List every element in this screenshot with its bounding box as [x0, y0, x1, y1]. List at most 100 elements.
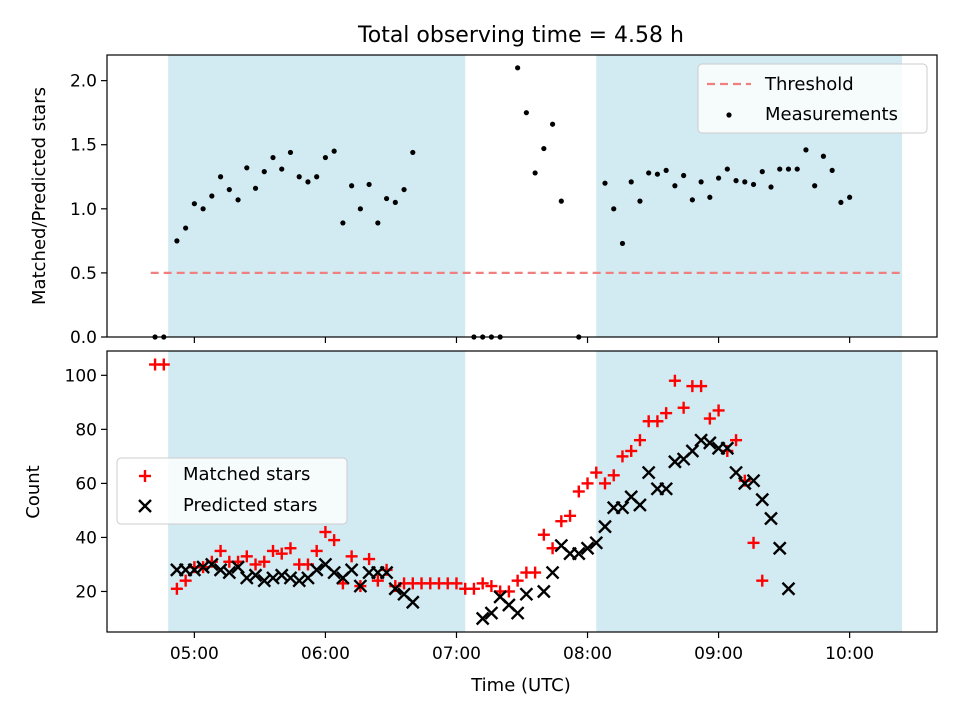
top-x-ticks [193, 337, 851, 343]
bottom-axes-frame [106, 350, 938, 633]
measurement-point [742, 179, 748, 185]
matched-stars-point [328, 534, 341, 547]
matched-stars-point [677, 401, 690, 414]
predicted-stars-point [659, 481, 674, 496]
measurement-point [331, 148, 337, 154]
measurements-series [152, 65, 853, 340]
measurement-point [777, 166, 783, 172]
predicted-stars-point [379, 565, 394, 580]
measurement-point [733, 178, 739, 184]
matched-stars-point [756, 574, 769, 587]
bottom-legend-box [116, 457, 348, 525]
predicted-stars-point [633, 498, 647, 512]
predicted-stars-point [510, 606, 525, 620]
y-tick-label: 100 [65, 366, 97, 386]
predicted-stars-point [309, 563, 324, 577]
matched-stars-point [581, 477, 594, 490]
measurement-point [183, 225, 189, 231]
predicted-stars-point [475, 611, 490, 626]
measurement-point [235, 197, 241, 203]
matched-stars-point [529, 566, 542, 579]
predicted-stars-series [170, 433, 796, 626]
measurement-point [541, 145, 547, 152]
predicted-stars-point [292, 573, 307, 588]
measurement-point [217, 174, 224, 180]
measurement-point [698, 179, 704, 185]
matched-stars-point [599, 477, 611, 490]
measurement-point [174, 238, 180, 244]
matched-stars-point [590, 466, 603, 479]
matched-stars-point [633, 434, 646, 447]
y-tick-label: 80 [75, 420, 97, 440]
matched-stars-point [485, 580, 498, 593]
predicted-legend-symbol [138, 499, 152, 513]
matched-stars-point [668, 374, 681, 387]
measurement-point [200, 206, 206, 212]
predicted-stars-point [641, 465, 656, 480]
matched-stars-point [284, 542, 297, 555]
matched-stars-point [267, 544, 279, 557]
measurement-point [759, 169, 765, 175]
measurement-point [340, 220, 346, 226]
matched-stars-point [275, 547, 288, 560]
count-panel: 20 40 60 80 100 05:00 06:00 07:00 08:00 09:00 10:… [23, 350, 938, 696]
matched-stars-point [555, 515, 568, 528]
top-axes-frame [106, 54, 938, 338]
ratio-panel: 0.00.51.01.52.0 Matched/Predicted stars … [29, 54, 938, 348]
predicted-stars-point [327, 565, 342, 580]
matched-stars-point [240, 550, 253, 563]
matched-stars-point [249, 558, 262, 571]
predicted-stars-point [571, 546, 586, 561]
y-tick-label: 40 [75, 528, 97, 548]
measurements-legend-symbol [726, 112, 732, 118]
predicted-stars-point [755, 492, 770, 507]
x-tick-label: 09:00 [694, 644, 743, 664]
measurement-point [820, 153, 827, 159]
predicted-stars-point [274, 568, 289, 583]
measurement-point [812, 183, 818, 189]
matched-stars-point [660, 407, 673, 420]
measurement-point [349, 183, 355, 189]
matched-stars-point [537, 528, 550, 541]
measurement-point [375, 220, 381, 226]
matched-stars-point [179, 574, 192, 587]
y-tick-label: 2.0 [70, 72, 97, 92]
measurement-point [314, 174, 320, 180]
y-tick-label: 20 [75, 582, 97, 602]
y-tick-label: 0.0 [70, 328, 97, 348]
matched-stars-point [170, 582, 183, 595]
matched-stars-point [703, 412, 716, 425]
matched-stars-point [651, 415, 664, 428]
top-legend-box [697, 63, 928, 134]
measurement-point [847, 194, 853, 200]
y-tick-label: 1.0 [70, 200, 97, 220]
bottom-legend: Matched stars Predicted stars [116, 457, 348, 525]
predicted-stars-point [729, 465, 743, 480]
matched-stars-point [607, 469, 620, 482]
observing-window-1 [168, 55, 466, 337]
predicted-stars-point [248, 568, 263, 583]
predicted-stars-point [266, 571, 280, 585]
measurement-point [532, 170, 538, 176]
predicted-stars-point [685, 444, 700, 458]
measurement-point [401, 186, 407, 193]
x-tick-label: 10:00 [825, 644, 874, 664]
predicted-stars-point [702, 436, 717, 450]
x-tick-label: 05:00 [170, 644, 219, 664]
measurement-point [357, 206, 363, 212]
measurement-point [602, 180, 608, 186]
matched-stars-point [371, 574, 384, 587]
measurement-point [707, 194, 713, 200]
matched-legend-label: Matched stars [183, 464, 310, 485]
predicted-stars-point [405, 595, 420, 610]
predicted-stars-point [720, 441, 735, 456]
x-tick-label: 07:00 [432, 644, 481, 664]
matched-stars-point [712, 404, 725, 417]
predicted-stars-point [519, 587, 534, 602]
matched-stars-point [546, 542, 559, 555]
matched-stars-point [695, 380, 708, 393]
predicted-stars-point [668, 454, 682, 469]
predicted-stars-point [598, 519, 612, 534]
measurement-point [558, 198, 564, 204]
measurement-point [637, 198, 643, 204]
